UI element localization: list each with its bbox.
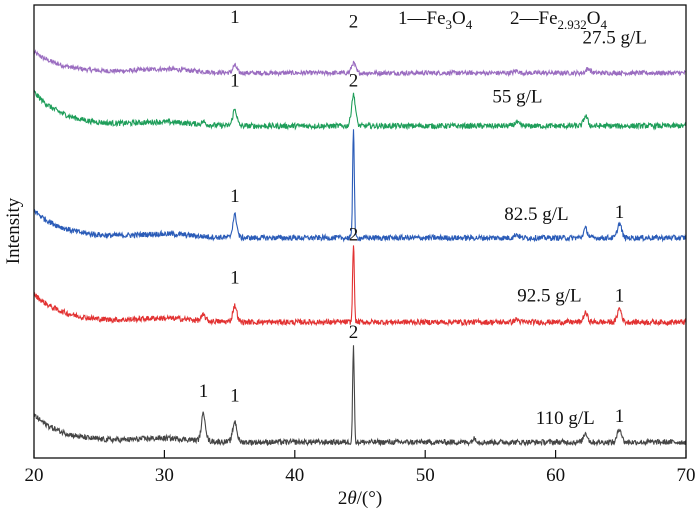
- series-layer: [33, 49, 687, 447]
- legend-entry-2: 2—Fe2.932O4: [510, 8, 607, 32]
- plot-frame: [33, 4, 687, 459]
- series-label-3: 92.5 g/L: [517, 286, 581, 307]
- peak-label-3-0: 1: [230, 268, 240, 289]
- peak-label-0-1: 2: [349, 12, 359, 33]
- peak-label-0-0: 1: [230, 7, 240, 28]
- x-tick-label-30: 30: [155, 465, 174, 486]
- x-tick-label-70: 70: [677, 465, 696, 486]
- peak-label-4-2: 2: [349, 322, 359, 343]
- series-line-1: [33, 89, 687, 131]
- peak-label-4-3: 1: [615, 406, 625, 427]
- x-axis-title-theta: θ: [347, 488, 356, 509]
- series-label-2: 82.5 g/L: [504, 204, 568, 225]
- x-axis-title-prefix: 2: [338, 488, 348, 509]
- peak-label-4-0: 1: [199, 381, 209, 402]
- x-tick-label-50: 50: [416, 465, 435, 486]
- series-line-3: [33, 245, 687, 327]
- series-label-1: 55 g/L: [492, 86, 542, 107]
- y-axis-title: Intensity: [3, 197, 24, 264]
- peak-label-2-1: 1: [615, 202, 625, 223]
- peak-label-2-0: 1: [230, 186, 240, 207]
- peak-label-3-1: 2: [349, 225, 359, 246]
- series-label-4: 110 g/L: [536, 408, 595, 429]
- x-tick-label-40: 40: [285, 465, 304, 486]
- series-line-2: [33, 129, 687, 243]
- peak-label-3-2: 1: [615, 286, 625, 307]
- series-label-0: 27.5 g/L: [582, 28, 646, 49]
- legend: 1—Fe3O4 2—Fe2.932O4: [398, 8, 607, 32]
- x-axis-title: 2θ/(°): [338, 488, 382, 509]
- series-line-4: [33, 345, 687, 447]
- peak-label-1-1: 2: [349, 71, 359, 92]
- x-axis-title-suffix: /(°): [357, 488, 383, 509]
- x-tick-label-20: 20: [25, 465, 44, 486]
- x-tick-label-60: 60: [546, 465, 565, 486]
- legend-entry-1: 1—Fe3O4: [398, 8, 473, 32]
- peak-label-4-1: 1: [230, 385, 240, 406]
- peak-label-1-0: 1: [230, 71, 240, 92]
- x-axis: 20 30 40 50 60 70: [25, 450, 696, 486]
- series-line-0: [33, 49, 686, 78]
